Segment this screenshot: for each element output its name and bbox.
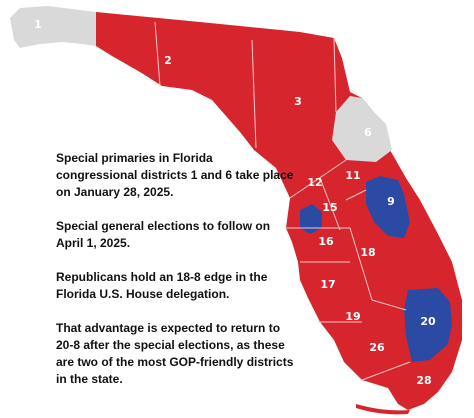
district-20-shape [404,288,452,362]
tampa-democrat-district-shape [300,204,322,234]
district-label-9: 9 [387,195,395,208]
district-9-shape [366,176,410,238]
district-label-26: 26 [369,341,385,354]
district-label-19: 19 [345,310,360,323]
district-label-28: 28 [416,374,431,387]
district-borders [154,21,411,381]
district-6-shape [332,96,392,162]
florida-keys [356,404,410,415]
district-label-1: 1 [34,18,42,31]
district-label-2: 2 [164,54,172,67]
district-label-3: 3 [294,95,302,108]
note-current-edge: Republicans hold an 18-8 edge in the Flo… [56,270,268,301]
note-special-primaries: Special primaries in Florida congression… [56,151,294,199]
district-label-4: 4 [350,36,358,49]
note-special-general: Special general elections to follow on A… [56,219,271,250]
district-label-6: 6 [364,126,372,139]
district-label-12: 12 [307,176,322,189]
district-label-15: 15 [322,201,337,214]
district-label-20: 20 [420,315,436,328]
district-label-18: 18 [360,246,375,259]
district-label-16: 16 [318,235,334,248]
district-label-5: 5 [366,64,374,77]
district-1-shape [10,6,96,48]
district-label-11: 11 [345,169,360,182]
district-labels: 1 2 3 4 5 6 9 11 12 15 16 17 18 19 20 26… [34,18,436,387]
election-notes: Special primaries in Florida congression… [56,150,296,405]
note-expected-advantage: That advantage is expected to return to … [56,321,294,386]
district-label-17: 17 [320,278,335,291]
